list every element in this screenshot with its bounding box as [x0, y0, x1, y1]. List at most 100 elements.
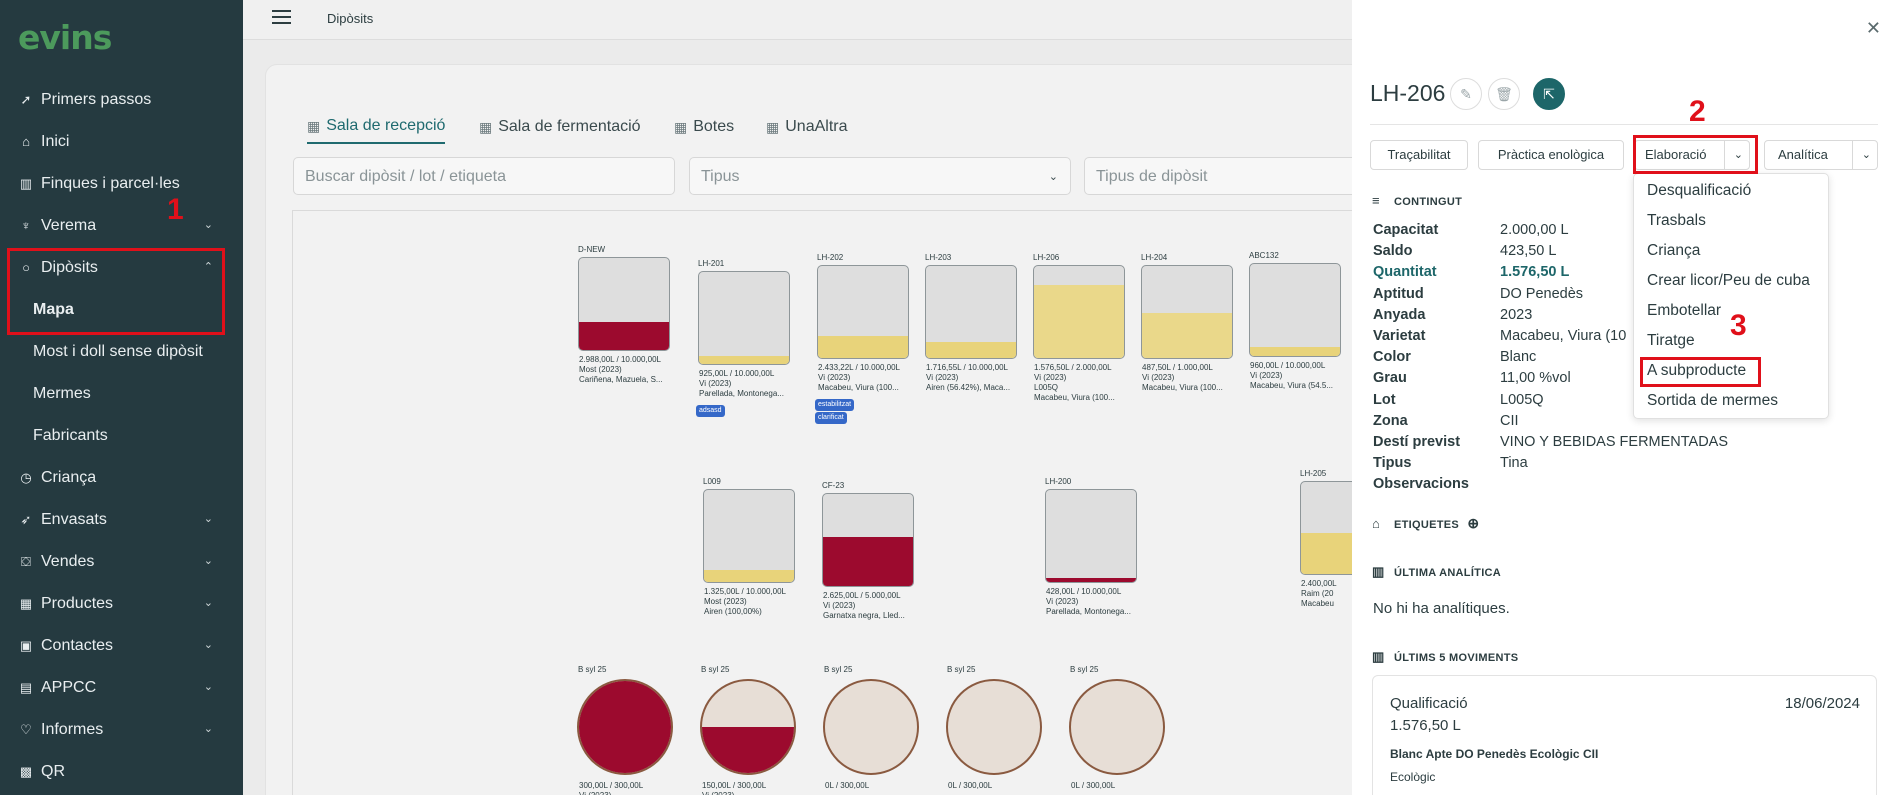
chevron-up-icon: ⌃: [203, 261, 213, 273]
movement-type: Qualificació: [1390, 695, 1468, 712]
chevron-down-icon[interactable]: ⌄: [1733, 149, 1743, 161]
analitica-button[interactable]: Analítica ⌄: [1764, 140, 1878, 170]
chevron-down-icon: ⌄: [203, 513, 213, 525]
menu-item-desqualificacio[interactable]: Desqualificació: [1647, 182, 1752, 199]
trash-icon[interactable]: 🗑: [1488, 78, 1520, 110]
tank-name: LH-202: [817, 253, 844, 262]
tank-info-line: Airen (56.42%), Maca...: [926, 383, 1011, 392]
chevron-down-icon: ⌄: [203, 681, 213, 693]
menu-item-trasbals[interactable]: Trasbals: [1647, 212, 1706, 229]
tank-vessel: [822, 493, 914, 587]
section-contingut: ≡ CONTINGUT: [1372, 193, 1462, 208]
chevron-down-icon: ⌄: [203, 723, 213, 735]
field-value: L005Q: [1500, 391, 1544, 408]
grapes-icon: ♆: [21, 218, 31, 233]
tracabilitat-button[interactable]: Traçabilitat: [1370, 140, 1468, 170]
sidebar-item-envasats[interactable]: ➶ Envasats ⌄: [0, 499, 243, 541]
open-external-icon[interactable]: ⇱: [1533, 78, 1565, 110]
search-input[interactable]: Buscar dipòsit / lot / etiqueta: [293, 157, 675, 195]
app-logo[interactable]: evins: [18, 18, 112, 57]
annotation-box-3: [1640, 357, 1761, 387]
tank-type-select[interactable]: Tipus de dipòsit: [1084, 157, 1364, 195]
field-label: Grau: [1373, 370, 1407, 387]
tank-tag-chip[interactable]: adsasd: [696, 405, 725, 417]
section-title: ÚLTIMA ANALÍTICA: [1394, 567, 1502, 579]
tank-name: L009: [703, 477, 721, 486]
sidebar-item-informes[interactable]: ♡ Informes ⌄: [0, 709, 243, 751]
type-select[interactable]: Tipus ⌄: [689, 157, 1071, 195]
sidebar-subitem-mermes[interactable]: Mermes: [0, 373, 243, 415]
field-label: Capacitat: [1373, 222, 1439, 238]
sidebar-item-vendes[interactable]: ⛋ Vendes ⌄: [0, 541, 243, 583]
section-title: CONTINGUT: [1394, 196, 1463, 208]
tab-sala-fermentacio[interactable]: ▦ Sala de fermentació: [479, 110, 641, 144]
tank-name: LH-205: [1300, 469, 1327, 478]
menu-item-a-subproducte[interactable]: A subproducte: [1647, 362, 1747, 379]
tank-tag-chip[interactable]: estabilitzat: [815, 399, 855, 411]
close-icon[interactable]: ✕: [1865, 18, 1881, 38]
sidebar-item-diposits[interactable]: ○ Dipòsits ⌃: [0, 247, 243, 289]
tank-info-line: 2.625,00L / 5.000,00L: [823, 591, 901, 600]
tank-detail-panel: ✕ LH-206 ✎ 🗑 ⇱ Traçabilitat Pràctica eno…: [1352, 0, 1891, 795]
grid-icon: ▦: [479, 118, 493, 135]
tab-sala-recepcio[interactable]: ▦ Sala de recepció: [307, 110, 446, 144]
tank-name: LH-201: [698, 259, 725, 268]
add-tag-icon[interactable]: ⊕: [1467, 515, 1480, 531]
sidebar-item-productes[interactable]: ▦ Productes ⌄: [0, 583, 243, 625]
tank-tag-chip[interactable]: clarificat: [815, 412, 847, 424]
tank-vessel: [817, 265, 909, 359]
menu-item-embotellar[interactable]: Embotellar: [1647, 302, 1722, 319]
sidebar-subitem-mapa[interactable]: Mapa: [0, 289, 243, 331]
sidebar-item-contactes[interactable]: ▣ Contactes ⌄: [0, 625, 243, 667]
tab-label: Sala de fermentació: [498, 118, 641, 135]
divider: [1370, 124, 1878, 125]
menu-item-crear-licor[interactable]: Crear licor/Peu de cuba: [1647, 272, 1810, 289]
sidebar-item-qr[interactable]: ▩ QR: [0, 751, 243, 793]
sidebar-item-inici[interactable]: ⌂ Inici: [0, 121, 243, 163]
map-icon: ▥: [19, 176, 33, 191]
home-icon: ⌂: [22, 134, 30, 149]
sidebar-item-verema[interactable]: ♆ Verema ⌄: [0, 205, 243, 247]
annotation-number-3: 3: [1730, 309, 1747, 342]
menu-item-sortida-mermes[interactable]: Sortida de mermes: [1647, 392, 1778, 409]
breadcrumb[interactable]: Dipòsits: [327, 11, 374, 26]
annotation-number-1: 1: [167, 193, 184, 226]
practica-enologica-button[interactable]: Pràctica enològica: [1478, 140, 1624, 170]
sidebar-item-finques[interactable]: ▥ Finques i parcel·les: [0, 163, 243, 205]
sidebar-item-label: Envasats: [41, 511, 107, 528]
menu-item-crianca[interactable]: Criança: [1647, 242, 1701, 259]
section-title: ETIQUETES: [1394, 519, 1460, 531]
tank-fill: [1142, 312, 1232, 358]
chevron-down-icon[interactable]: ⌄: [1861, 149, 1871, 161]
tank-info-line: Raim (20: [1301, 589, 1334, 598]
tank-info-line: 1.576,50L / 2.000,00L: [1034, 363, 1112, 372]
sidebar-subitem-most-doll[interactable]: Most i doll sense dipòsit: [0, 331, 243, 373]
edit-icon[interactable]: ✎: [1450, 78, 1482, 110]
tank-info-line: 960,00L / 10.000,00L: [1250, 361, 1326, 370]
annotation-box-2: [1633, 135, 1758, 174]
tank-title: LH-206: [1370, 80, 1446, 106]
movement-card[interactable]: Qualificació 18/06/2024 1.576,50 L Blanc…: [1372, 675, 1877, 795]
field-value: CII: [1500, 412, 1519, 429]
tank-info-line: Most (2023): [704, 597, 747, 606]
sidebar-item-crianca[interactable]: ◷ Criança: [0, 457, 243, 499]
tab-botes[interactable]: ▦ Botes: [674, 110, 734, 144]
sidebar-subitem-fabricants[interactable]: Fabricants: [0, 415, 243, 457]
tank-info-line: Macabeu, Viura (100...: [1034, 393, 1115, 402]
tab-unaaltra[interactable]: ▦ UnaAltra: [766, 110, 847, 144]
tank-info-line: Parellada, Montonega...: [699, 389, 784, 398]
hamburger-menu-icon[interactable]: [272, 10, 291, 24]
tank-fill: [1301, 532, 1359, 574]
barrel-fill: [702, 727, 794, 773]
tank-info-line: Macabeu: [1301, 599, 1334, 608]
grid-icon: ▦: [307, 117, 321, 134]
sidebar-item-appcc[interactable]: ▤ APPCC ⌄: [0, 667, 243, 709]
tank-map-canvas: D-NEW 2.988,00L / 10.000,00L Most (2023) Ca…: [292, 210, 1372, 795]
sidebar-item-primers-passos[interactable]: ➚ Primers passos: [0, 79, 243, 121]
chevron-down-icon: ⌄: [203, 219, 213, 231]
tank-vessel: [698, 271, 790, 365]
menu-item-tiratge[interactable]: Tiratge: [1647, 332, 1695, 349]
tank-info-line: Vi (2023): [1142, 373, 1175, 382]
barrel-info-line: Vi (2023): [702, 791, 734, 795]
